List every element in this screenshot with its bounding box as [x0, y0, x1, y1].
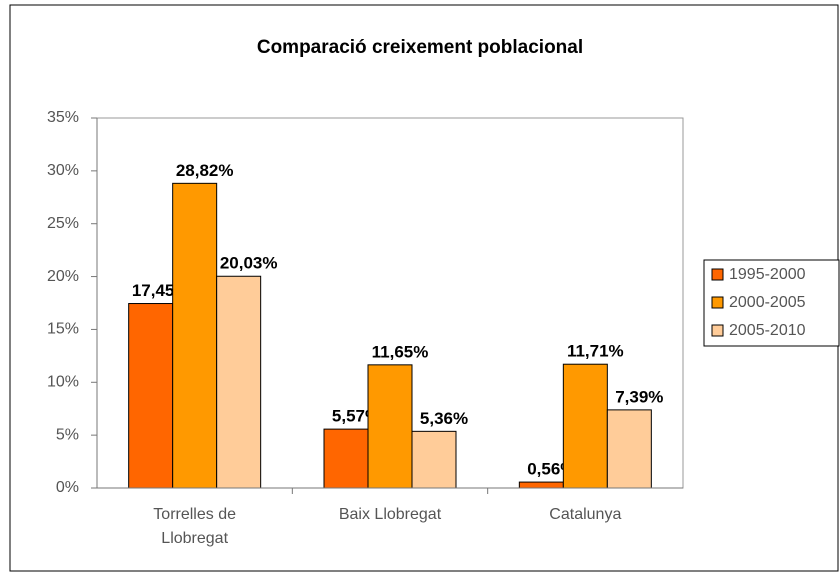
legend-swatch: [711, 296, 724, 309]
data-label: 5,36%: [420, 409, 468, 428]
legend-swatch: [711, 268, 724, 281]
bar: [367, 364, 413, 489]
x-tick-label: Torrelles de Llobregat: [153, 506, 236, 547]
chart-title: Comparació creixement poblacional: [257, 37, 583, 58]
y-tick-label: 10%: [47, 374, 79, 391]
y-tick-label: 20%: [47, 268, 79, 285]
legend-swatch: [711, 324, 724, 337]
y-tick-label: 5%: [56, 426, 79, 443]
bar: [172, 182, 218, 489]
legend-box: [703, 259, 840, 347]
y-tick-label: 25%: [47, 215, 79, 232]
x-tick-label: Catalunya: [549, 506, 622, 523]
data-label: 11,71%: [567, 342, 624, 361]
data-label: 11,65%: [372, 342, 429, 361]
x-tick-label: Baix Llobregat: [338, 506, 442, 523]
bar: [518, 481, 564, 489]
bar: [411, 430, 457, 489]
data-label: 7,39%: [615, 387, 663, 406]
bar: [562, 363, 608, 489]
legend-label: 2005-2010: [729, 322, 806, 339]
y-tick-label: 15%: [47, 321, 79, 338]
legend-label: 1995-2000: [729, 266, 806, 283]
bar: [323, 428, 369, 489]
data-label: 28,82%: [176, 161, 234, 180]
data-label: 20,03%: [220, 254, 278, 273]
bar: [216, 275, 262, 489]
y-tick-label: 35%: [47, 109, 79, 126]
y-tick-label: 0%: [56, 479, 79, 496]
bar: [128, 303, 174, 489]
legend-label: 2000-2005: [729, 294, 806, 311]
y-tick-label: 30%: [47, 162, 79, 179]
bar: [606, 409, 652, 489]
